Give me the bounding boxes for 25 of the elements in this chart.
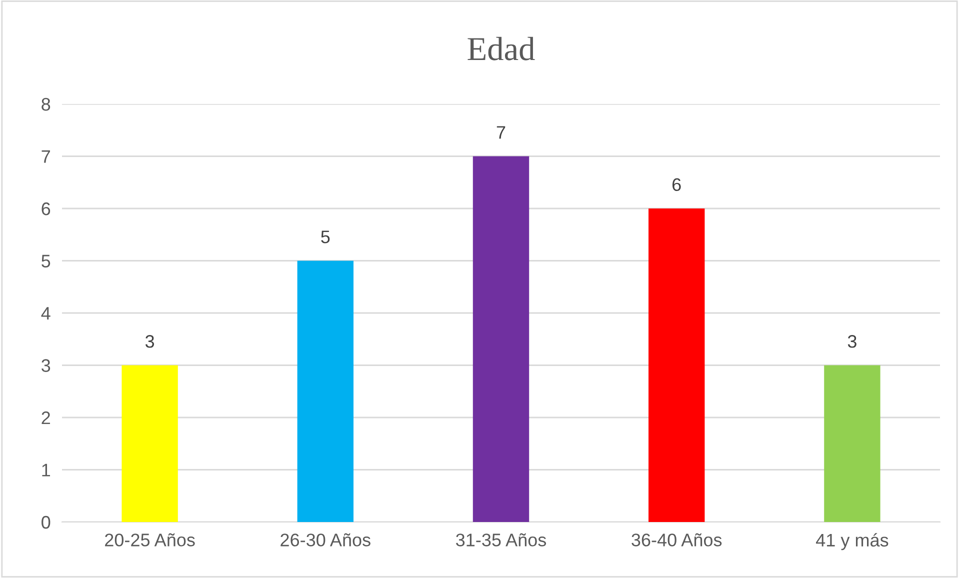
data-label: 6 bbox=[672, 178, 681, 192]
x-tick-label: 20-25 Años bbox=[105, 533, 195, 546]
data-label: 3 bbox=[848, 335, 856, 348]
chart-title: Edad bbox=[468, 36, 535, 60]
y-tick-label: 3 bbox=[42, 359, 50, 372]
y-tick-label: 0 bbox=[42, 516, 50, 529]
x-tick-label: 26-30 Años bbox=[280, 533, 370, 546]
bar bbox=[824, 365, 880, 522]
bar bbox=[472, 156, 530, 522]
bar bbox=[297, 260, 354, 522]
data-label: 7 bbox=[496, 126, 506, 139]
y-tick-label: 7 bbox=[42, 150, 50, 163]
x-tick-label: 31-35 Años bbox=[456, 533, 546, 546]
data-label: 5 bbox=[321, 230, 330, 244]
y-tick-label: 6 bbox=[42, 202, 50, 216]
x-tick-label: 41 y más bbox=[816, 533, 888, 550]
bar bbox=[648, 208, 705, 522]
y-tick-label: 1 bbox=[42, 464, 50, 476]
y-tick-label: 8 bbox=[42, 98, 50, 111]
y-tick-label: 4 bbox=[41, 307, 50, 320]
y-tick-label: 2 bbox=[42, 411, 50, 424]
x-tick-label: 36-40 Años bbox=[632, 533, 722, 546]
bar bbox=[122, 365, 178, 522]
data-label: 3 bbox=[145, 335, 154, 348]
y-tick-label: 5 bbox=[42, 254, 50, 268]
